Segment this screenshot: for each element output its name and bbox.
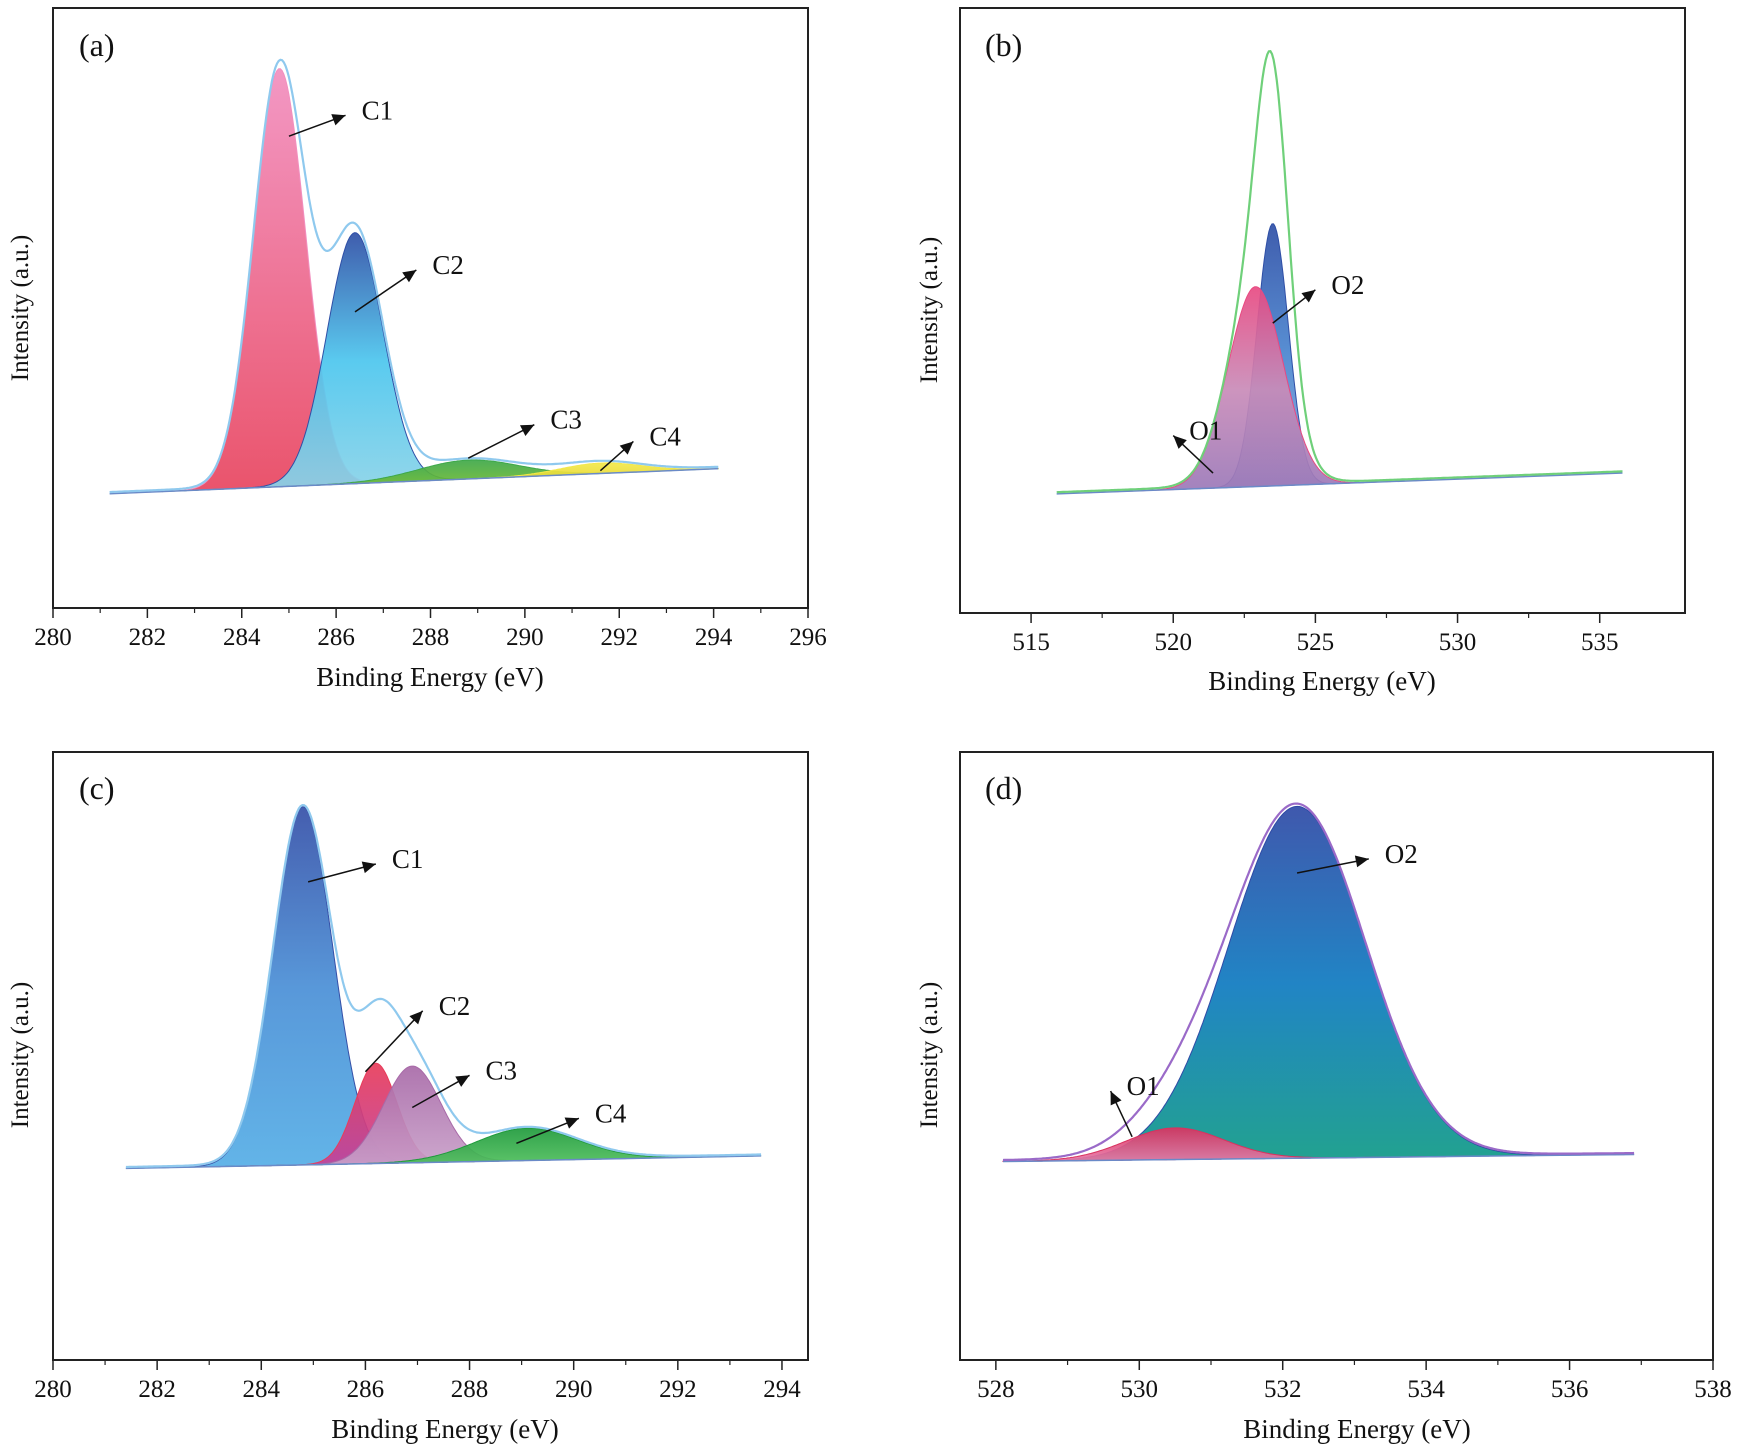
envelope-line <box>1056 50 1623 494</box>
panel-c: C1 C2 C3 C4 280 282 284 286 288 290 292 294 (c) Bin… <box>7 751 809 1444</box>
x-tick-label: 288 <box>451 1376 489 1403</box>
x-tick-label: 280 <box>34 1376 72 1403</box>
x-tick-label: 286 <box>317 624 355 651</box>
x-tick-label: 536 <box>1551 1376 1589 1403</box>
envelope-line <box>109 58 719 494</box>
annotation-arrow <box>364 1010 424 1073</box>
baseline <box>1056 472 1623 495</box>
x-tick-label: 520 <box>1154 629 1192 656</box>
x-tick-label: 282 <box>129 624 167 651</box>
envelope-line <box>125 803 762 1169</box>
peak-label: C3 <box>486 1055 518 1085</box>
arrow-head-icon <box>1354 855 1369 868</box>
y-axis-title: Intensity (a.u.) <box>7 982 34 1128</box>
plot-frame <box>52 751 809 1361</box>
x-axis-title: Binding Energy (eV) <box>1208 666 1435 696</box>
x-tick-label: 294 <box>763 1376 801 1403</box>
baseline <box>125 1155 762 1170</box>
peak-label: O2 <box>1385 839 1418 869</box>
arrow-head-icon <box>1173 435 1187 449</box>
x-axis-title: Binding Energy (eV) <box>331 1414 558 1444</box>
peak-label: C4 <box>595 1098 627 1128</box>
arrow-head-icon <box>409 1010 423 1025</box>
x-tick-label: 515 <box>1012 629 1050 656</box>
arrow-head-icon <box>361 861 376 874</box>
x-axis-title: Binding Energy (eV) <box>1243 1414 1470 1444</box>
baseline <box>1003 1153 1635 1163</box>
peak-label: O1 <box>1189 416 1222 446</box>
x-tick-label: 280 <box>34 624 72 651</box>
y-axis-title: Intensity (a.u.) <box>7 235 34 381</box>
panel-label: (b) <box>985 27 1022 63</box>
peak-label: C3 <box>550 405 582 435</box>
peak-O2 <box>1002 805 1635 1162</box>
x-tick-label: 538 <box>1694 1376 1732 1403</box>
peak-label: C2 <box>432 250 464 280</box>
peak-label: O2 <box>1331 270 1364 300</box>
x-tick-label: 284 <box>243 1376 281 1403</box>
x-tick-label: 528 <box>977 1376 1015 1403</box>
panel-d: O1 O2 528 530 532 534 536 538 (d) Binding Energ… <box>916 751 1732 1444</box>
envelope-line <box>1002 802 1635 1162</box>
x-tick-label: 530 <box>1439 629 1477 656</box>
x-tick-label: 535 <box>1581 629 1619 656</box>
arrow-head-icon <box>455 1075 470 1087</box>
peak-label: C1 <box>362 95 394 125</box>
plot-frame <box>959 751 1714 1361</box>
peak-label: C2 <box>439 991 471 1021</box>
x-tick-label: 282 <box>138 1376 176 1403</box>
peak-label: C1 <box>392 844 424 874</box>
arrow-head-icon <box>564 1117 579 1129</box>
peak-label: C4 <box>649 421 681 451</box>
x-tick-label: 530 <box>1121 1376 1159 1403</box>
panel-b: O1 O2 515 520 525 530 535 (b) Binding Energy (… <box>916 7 1686 696</box>
plot-frame <box>959 7 1686 614</box>
x-tick-label: 534 <box>1407 1376 1445 1403</box>
baseline <box>109 467 719 495</box>
peak-O1 <box>1086 286 1425 494</box>
plot-frame <box>52 7 809 609</box>
x-tick-label: 286 <box>347 1376 385 1403</box>
x-tick-label: 290 <box>506 624 544 651</box>
x-tick-label: 288 <box>412 624 450 651</box>
arrow-head-icon <box>331 114 346 126</box>
x-tick-label: 292 <box>601 624 639 651</box>
arrow-head-icon <box>1110 1091 1122 1106</box>
x-tick-label: 525 <box>1297 629 1335 656</box>
x-tick-label: 296 <box>789 624 827 651</box>
x-tick-label: 294 <box>695 624 733 651</box>
x-tick-label: 292 <box>659 1376 697 1403</box>
x-tick-label: 284 <box>223 624 261 651</box>
arrow-head-icon <box>402 270 417 283</box>
y-axis-title: Intensity (a.u.) <box>916 982 943 1128</box>
peak-label: O1 <box>1127 1071 1160 1101</box>
panel-label: (a) <box>79 27 115 63</box>
panel-label: (d) <box>985 770 1022 806</box>
x-axis-title: Binding Energy (eV) <box>316 662 543 692</box>
panel-label: (c) <box>79 770 115 806</box>
x-tick-label: 290 <box>555 1376 593 1403</box>
arrow-head-icon <box>520 424 535 436</box>
arrow-head-icon <box>1301 289 1316 303</box>
x-tick-label: 532 <box>1264 1376 1302 1403</box>
y-axis-title: Intensity (a.u.) <box>916 237 943 383</box>
arrow-head-icon <box>619 441 634 455</box>
